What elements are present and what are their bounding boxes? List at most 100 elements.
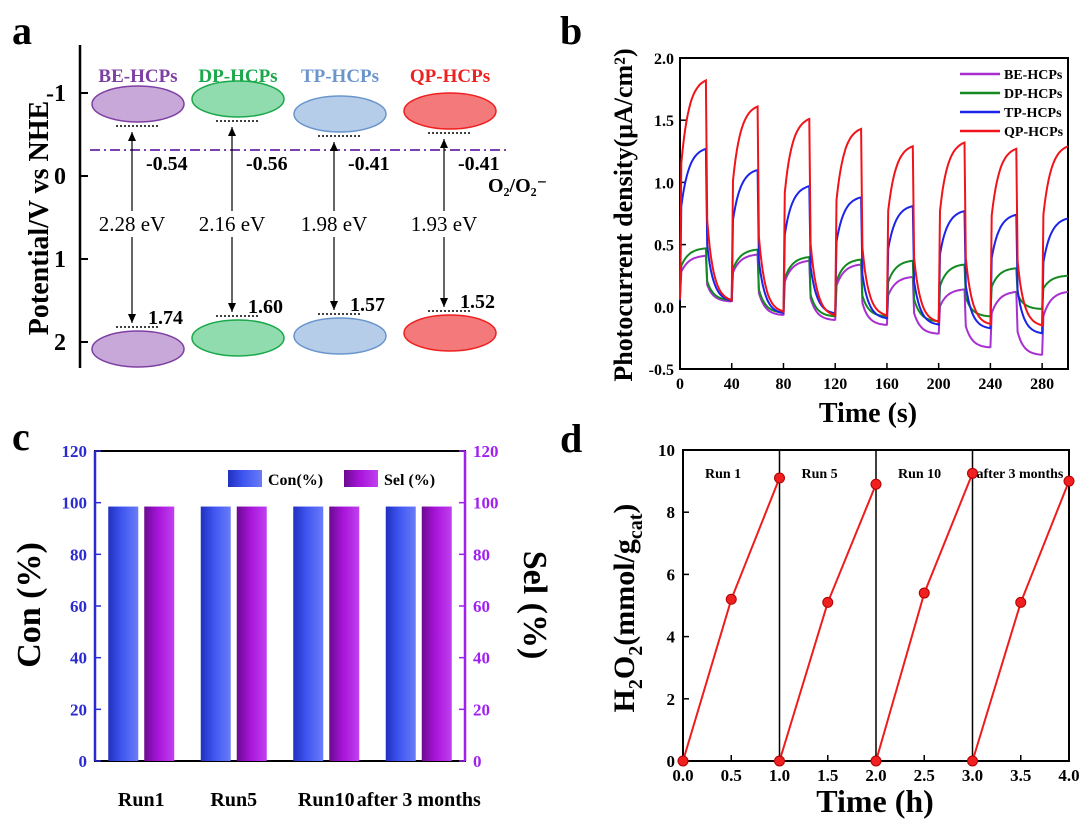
run-point (822, 596, 834, 608)
panel-d-xtick-label: 1.0 (769, 766, 790, 785)
lumo-value-label: -0.41 (458, 153, 500, 175)
homo-ellipse (91, 330, 185, 368)
panel-c-bar-chart: Con (%) Sel (%) 0 0 20 20 40 40 60 60 80 80 100 100… (11, 442, 553, 811)
panel-a-ytick-label: 1 (54, 247, 66, 273)
run-point (774, 755, 785, 767)
panel-c-right-tick-label: 0 (473, 752, 482, 771)
gap-label-bg (192, 211, 272, 237)
gap-label-bg (404, 211, 484, 237)
panel-c-left-tick-label: 60 (70, 597, 87, 616)
material-be-hcps: BE-HCPs -0.54 1.74 2.28 eV (91, 66, 188, 368)
homo-ellipse (293, 317, 387, 355)
panel-b-xtick-label: 240 (978, 376, 1002, 393)
panel-b-xtick-label: 160 (875, 376, 899, 393)
panel-d-ytick-label: 0 (667, 752, 676, 771)
bar-sel-3 (421, 506, 452, 761)
legend-label: QP-HCPs (1004, 125, 1064, 140)
panel-b-xlabel: Time (s) (819, 398, 917, 429)
material-name-label: QP-HCPs (410, 66, 490, 87)
panel-b-xtick-label: 0 (676, 376, 684, 393)
run-point (1015, 596, 1027, 608)
panel-d-ytick-label: 6 (667, 565, 676, 584)
gap-arrow-head-up (228, 127, 236, 136)
gap-value-label: 2.28 eV (99, 212, 166, 236)
bar-con-3 (385, 506, 416, 761)
lumo-value-label: -0.41 (348, 153, 390, 175)
panel-d-xtick-label: 2.0 (865, 766, 886, 785)
panel-d-ytick-label: 10 (658, 441, 675, 460)
panel-d-ylabel-cat: cat (625, 513, 647, 539)
series-line-be-hcps (679, 253, 1069, 356)
run-label: Run 1 (705, 467, 741, 482)
panel-b-ytick-label: 1.5 (654, 113, 674, 130)
homo-ellipse (403, 314, 497, 352)
panel-d-ylabel-sub2a: 2 (625, 679, 647, 689)
gap-value-label: 1.93 eV (411, 212, 478, 236)
panel-c-ylabel-left: Con (%) (11, 542, 48, 668)
panel-d-xlabel: Time (h) (816, 783, 934, 819)
gap-value-label: 2.16 eV (199, 212, 266, 236)
panel-c-right-tick-label: 80 (473, 545, 490, 564)
legend-swatch (228, 470, 262, 487)
panel-a-ytick-label: 2 (54, 330, 66, 356)
lumo-ellipse (293, 95, 387, 133)
panel-d-ylabel-close: ) (608, 504, 641, 514)
panel-label-b: b (560, 8, 582, 53)
gap-label-bg (92, 211, 172, 237)
panel-d-ytick-label: 4 (667, 628, 676, 647)
run-line (778, 483, 877, 762)
panel-d-xtick-label: 3.0 (962, 766, 983, 785)
gap-arrow-head-down (128, 314, 136, 323)
category-label: after 3 months (357, 789, 481, 811)
panel-d-ylabel-h: H (608, 689, 641, 712)
legend-label: TP-HCPs (1004, 106, 1062, 121)
panel-c-left-tick-label: 40 (70, 649, 87, 668)
panel-c-left-tick-label: 120 (62, 442, 88, 461)
series-line-qp-hcps (679, 78, 1069, 327)
legend-label: DP-HCPs (1004, 87, 1063, 102)
homo-value-label: 1.52 (460, 291, 495, 313)
gap-arrow-head-down (330, 301, 338, 310)
panel-c-left-tick-label: 0 (79, 752, 88, 771)
panel-d-ylabel-unit: (mmol/g (608, 539, 641, 646)
gap-label-bg (294, 211, 374, 237)
run-point (725, 593, 737, 605)
run-point (967, 467, 978, 479)
legend-label: BE-HCPs (1004, 68, 1063, 83)
panel-b-xtick-label: 200 (927, 376, 951, 393)
panel-c-ylabel-right: Sel (%) (516, 551, 553, 660)
run-line (875, 472, 974, 762)
panel-d-xtick-label: 1.5 (817, 766, 838, 785)
run-point (870, 755, 882, 767)
panel-d-ylabel-sub2b: 2 (625, 646, 647, 656)
run-line (971, 480, 1070, 762)
gap-arrow-head-down (228, 303, 236, 312)
run-label: Run 5 (802, 467, 838, 482)
panel-a-ylabel: Potential/V vs NHE (24, 101, 55, 335)
legend-label: Sel (%) (384, 472, 435, 489)
run-label: Run 10 (898, 467, 941, 482)
run-label: after 3 months (977, 467, 1064, 482)
panel-b-ytick-label: 0.0 (654, 300, 674, 317)
panel-b-ytick-label: 0.5 (654, 238, 674, 255)
panel-c-right-tick-label: 40 (473, 649, 490, 668)
gap-value-label: 1.98 eV (301, 212, 368, 236)
legend-swatch (344, 470, 378, 487)
material-tp-hcps: TP-HCPs -0.41 1.57 1.98 eV (293, 66, 390, 355)
material-dp-hcps: DP-HCPs -0.56 1.60 2.16 eV (191, 66, 288, 357)
run-group-0: Run 1 (677, 467, 785, 767)
series-line-tp-hcps (679, 147, 1069, 335)
panel-d-xtick-label: 3.5 (1010, 766, 1031, 785)
bar-sel-1 (236, 506, 267, 761)
gap-arrow-head-up (128, 132, 136, 141)
panel-label-a: a (12, 8, 32, 53)
bar-con-0 (108, 506, 139, 761)
run-group-1: Run 5 (774, 467, 882, 767)
panel-c-left-tick-label: 20 (70, 700, 87, 719)
panel-a-band-diagram: Potential/V vs NHE -1 0 1 2 O₂/O₂⁻ BE-HCPs -… (24, 45, 547, 368)
panel-b-xtick-label: 280 (1030, 376, 1054, 393)
material-name-label: TP-HCPs (301, 66, 379, 87)
category-label: Run10 (298, 789, 355, 811)
panel-a-o2-reference-label: O₂/O₂⁻ (488, 175, 547, 197)
panel-b-xtick-label: 40 (724, 376, 740, 393)
